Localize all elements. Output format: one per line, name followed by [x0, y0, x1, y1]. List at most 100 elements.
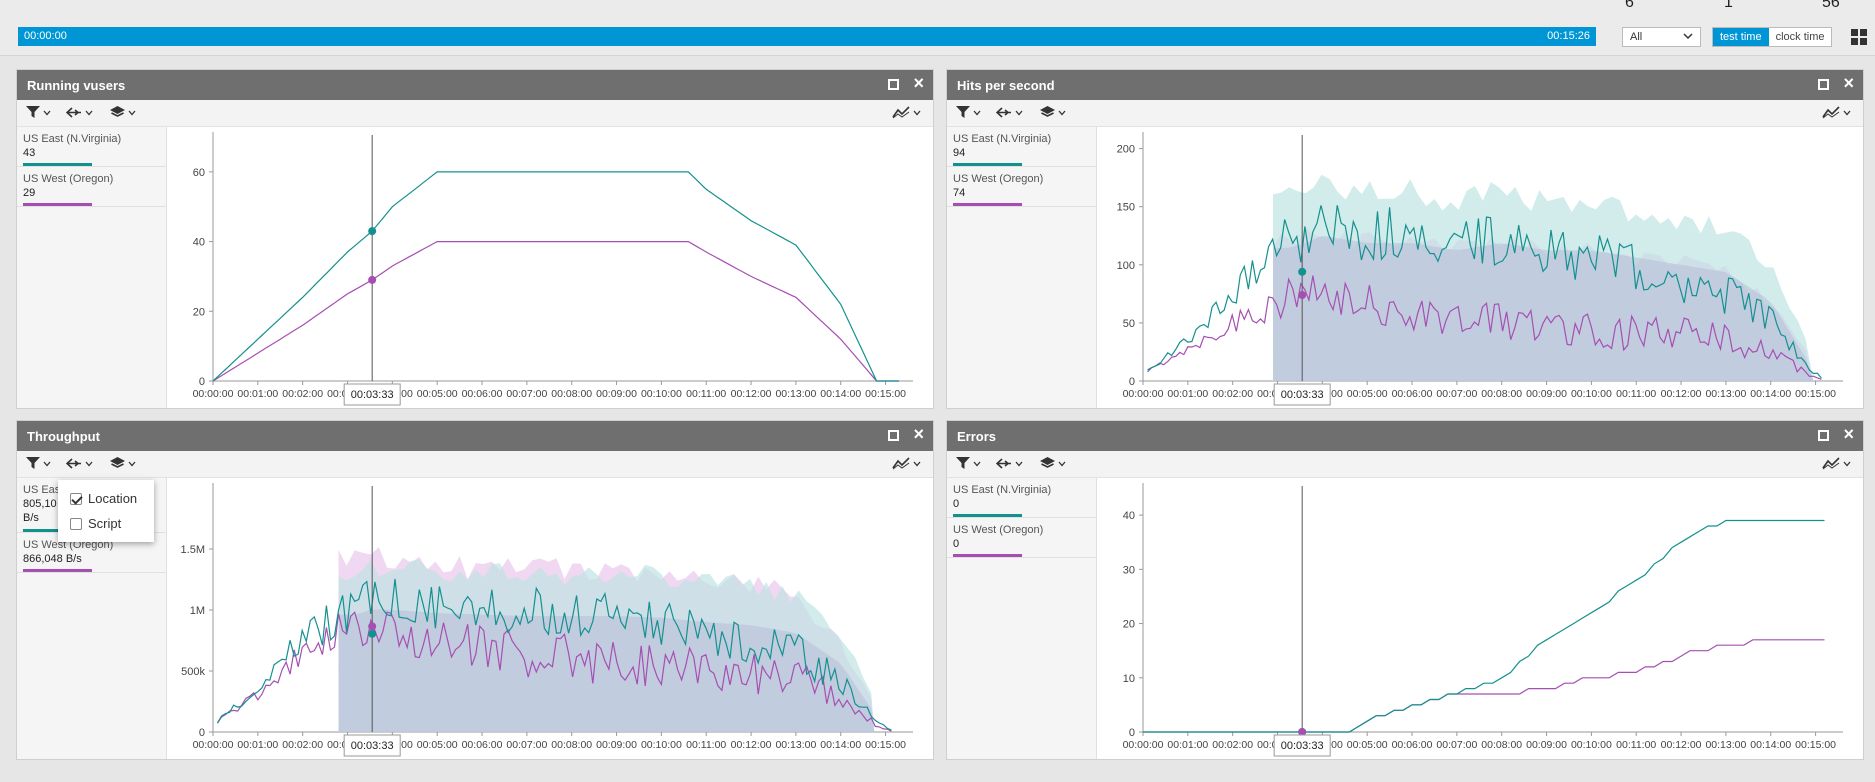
x-tick-label: 00:13:00	[775, 739, 816, 751]
chart-type-icon[interactable]	[1822, 105, 1851, 121]
panel-toolbar	[947, 100, 1863, 127]
compare-icon[interactable]	[995, 105, 1023, 121]
legend-item[interactable]: US East (N.Virginia) 43	[17, 127, 166, 167]
filter-icon[interactable]	[26, 105, 51, 121]
legend-item[interactable]: US East (N.Virginia) 0	[947, 478, 1096, 518]
cursor-time-text: 00:03:33	[351, 740, 394, 752]
group-by-script-option[interactable]: Script	[70, 511, 154, 536]
x-tick-label: 00:12:00	[731, 388, 772, 400]
compare-icon[interactable]	[995, 456, 1023, 472]
x-tick-label: 00:11:00	[686, 388, 726, 400]
maximize-icon[interactable]	[1818, 79, 1829, 90]
filter-icon[interactable]	[956, 456, 981, 472]
chart-type-icon[interactable]	[892, 105, 921, 121]
layers-icon[interactable]	[1040, 105, 1066, 121]
chart-type-icon[interactable]	[1822, 456, 1851, 472]
legend-item[interactable]: US West (Oregon) 74	[947, 167, 1096, 207]
y-tick-label: 0	[1129, 727, 1135, 739]
compare-icon[interactable]	[65, 105, 93, 121]
timeline-slider[interactable]: 00:00:00 00:15:26	[18, 27, 1596, 46]
close-icon[interactable]: ×	[913, 73, 924, 93]
chart-area[interactable]: 01020304000:00:0000:01:0000:02:0000:03:0…	[1098, 478, 1864, 759]
x-tick-label: 00:09:00	[1526, 739, 1567, 751]
x-tick-label: 00:15:00	[1795, 739, 1836, 751]
chevron-down-icon	[1683, 31, 1693, 44]
grid-view-icon[interactable]	[1851, 29, 1867, 45]
timeline-end: 00:15:26	[1547, 30, 1590, 42]
maximize-icon[interactable]	[1818, 430, 1829, 441]
cursor-time-box	[343, 734, 401, 757]
legend-series-name: US West (Oregon)	[953, 173, 1044, 185]
x-tick-label: 00:15:00	[865, 388, 906, 400]
group-by-popup: Location Script	[58, 480, 154, 542]
legend-series-value: 0	[953, 538, 960, 550]
script-checkbox[interactable]	[70, 517, 82, 530]
group-by-location-option[interactable]: Location	[70, 486, 154, 511]
x-tick-label: 00:12:00	[1661, 739, 1702, 751]
top-bar: 6 1 56 00:00:00 00:15:26 All test time c…	[0, 0, 1875, 56]
x-tick-label: 00:15:00	[1795, 388, 1836, 400]
x-tick-label: 00:08:00	[1481, 739, 1522, 751]
series-line-us-east	[216, 578, 892, 731]
filter-select[interactable]: All	[1622, 27, 1701, 47]
y-tick-label: 20	[1123, 619, 1135, 631]
panel-header: Throughput ×	[17, 421, 933, 451]
legend-item[interactable]: US West (Oregon) 866,048 B/s	[17, 533, 166, 573]
legend-color-bar	[23, 529, 92, 532]
series-line-us-west	[1143, 639, 1825, 733]
legend-series-value: 74	[953, 187, 966, 199]
series-line-us-east	[212, 171, 899, 382]
confidence-band-overlap	[1273, 236, 1814, 381]
legend-series-value: 0	[953, 498, 960, 510]
legend-unit: B/s	[23, 512, 39, 524]
series-line-us-east	[1143, 519, 1825, 733]
filter-icon[interactable]	[26, 456, 51, 472]
legend-series-value: 866,048 B/s	[23, 553, 82, 565]
x-tick-label: 00:02:00	[282, 739, 323, 751]
x-tick-label: 00:15:00	[865, 739, 906, 751]
x-tick-label: 00:10:00	[641, 739, 682, 751]
panel-toolbar	[17, 100, 933, 127]
x-tick-label: 00:14:00	[820, 388, 861, 400]
chart-area[interactable]: 0 50 100 150 200 00:00:00 00:01:00 00:02:00 00:0…	[1098, 127, 1864, 408]
running-vusers-panel: Running vusers × US East (N.Virginia) 43…	[16, 69, 934, 409]
x-tick-label: 00:00:00	[1123, 739, 1164, 751]
y-tick-label: 30	[1123, 564, 1135, 576]
maximize-icon[interactable]	[888, 79, 899, 90]
layers-icon[interactable]	[1040, 456, 1066, 472]
x-tick-label: 00:08:00	[551, 739, 592, 751]
clock-time-button[interactable]: clock time	[1775, 31, 1825, 43]
layers-icon[interactable]	[110, 456, 136, 472]
x-tick-label: 00:05:00	[1347, 739, 1388, 751]
close-icon[interactable]: ×	[1843, 424, 1854, 444]
y-tick-label: 150	[1117, 202, 1135, 214]
x-tick-label: 00:13:00	[1705, 388, 1746, 400]
legend-item[interactable]: US West (Oregon) 29	[17, 167, 166, 207]
chart-type-icon[interactable]	[892, 456, 921, 472]
y-tick-label: 0	[1129, 376, 1135, 388]
legend-series-value: 94	[953, 147, 966, 159]
x-tick-label: 00:07:00	[1436, 739, 1477, 751]
legend-series-name: US West (Oregon)	[953, 524, 1044, 536]
x-tick-label: 00:09:00	[1526, 388, 1567, 400]
errors-panel: Errors × US East (N.Virginia) 0 US West …	[946, 420, 1864, 760]
layers-icon[interactable]	[110, 105, 136, 121]
chart-area[interactable]: 020406000:00:0000:01:0000:02:0000:03:000…	[168, 127, 934, 408]
filter-icon[interactable]	[956, 105, 981, 121]
x-tick-label: 00:11:00	[1616, 388, 1656, 400]
y-tick-label: 0	[199, 727, 205, 739]
location-checkbox[interactable]	[70, 492, 82, 505]
maximize-icon[interactable]	[888, 430, 899, 441]
legend-item[interactable]: US East (N.Virginia) 94	[947, 127, 1096, 167]
close-icon[interactable]: ×	[913, 424, 924, 444]
close-icon[interactable]: ×	[1843, 73, 1854, 93]
legend-item[interactable]: US West (Oregon) 0	[947, 518, 1096, 558]
y-tick-label: 20	[193, 306, 205, 318]
series-line-us-west	[212, 241, 899, 382]
x-tick-label: 00:09:00	[596, 388, 637, 400]
compare-icon[interactable]	[65, 456, 93, 472]
x-tick-label: 00:06:00	[462, 739, 503, 751]
test-time-button[interactable]: test time	[1713, 28, 1769, 46]
